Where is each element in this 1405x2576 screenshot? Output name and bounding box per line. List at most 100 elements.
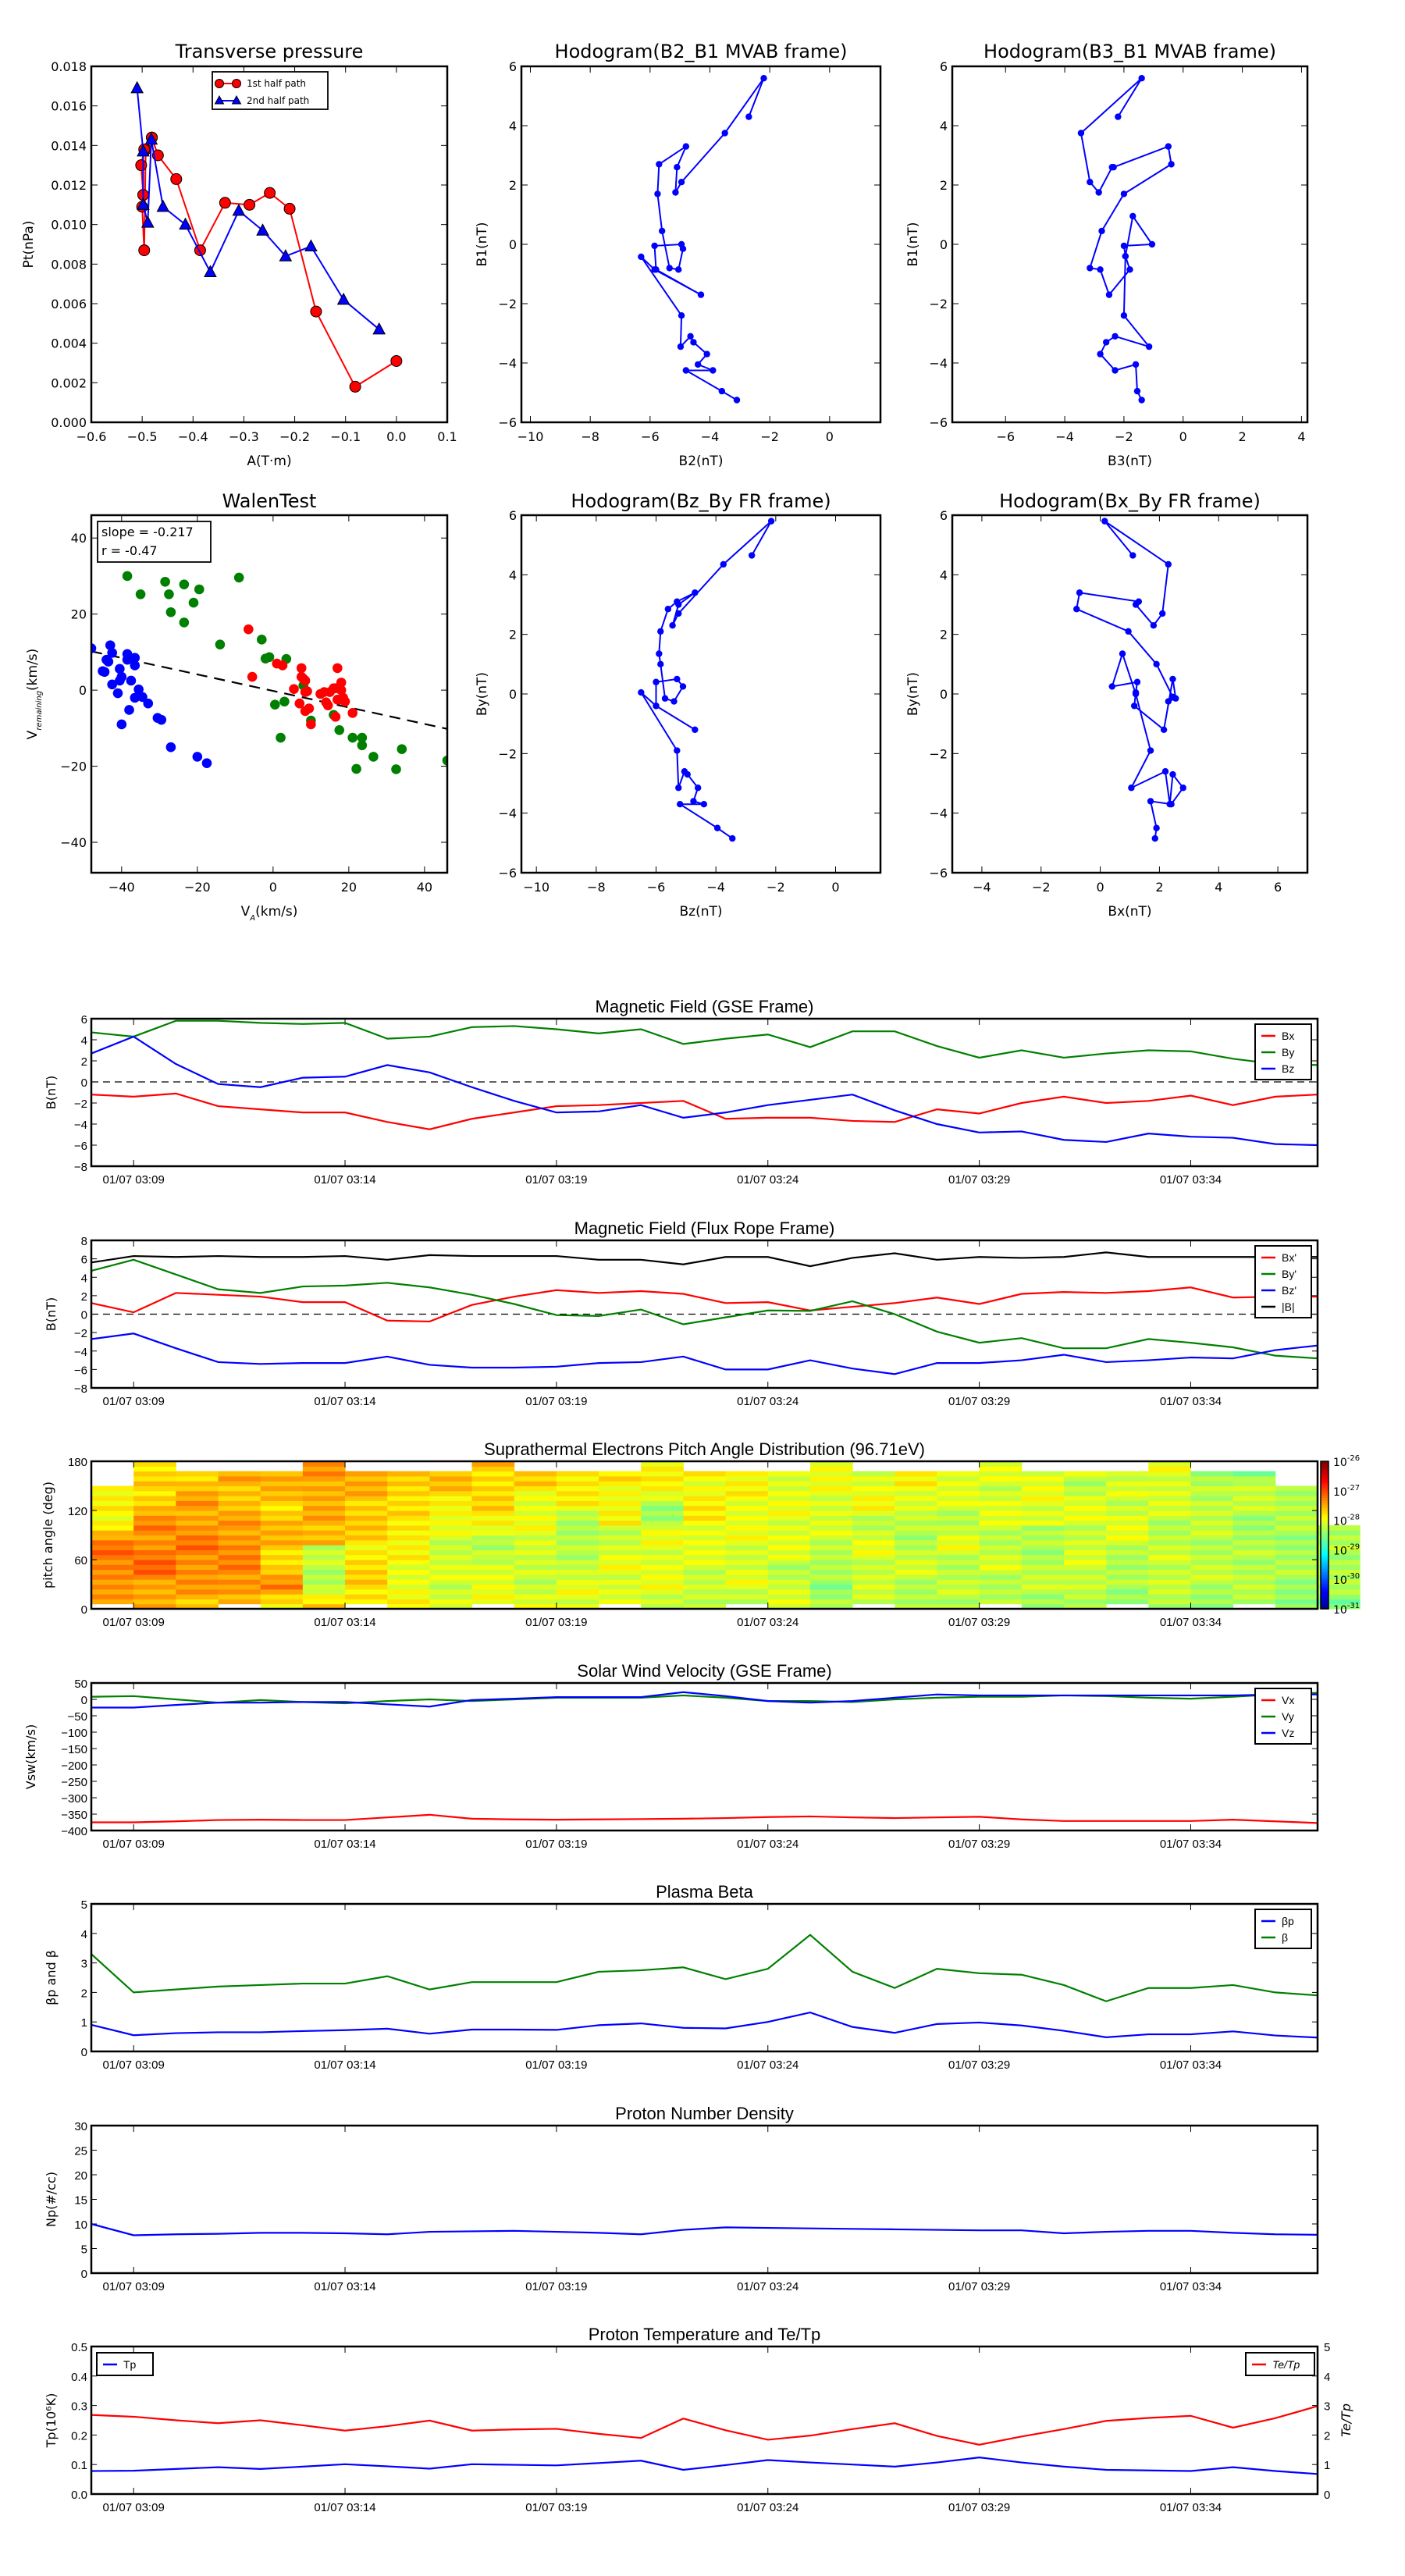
- data-point: [1101, 518, 1108, 525]
- heatmap-cell: [1275, 1530, 1318, 1535]
- scatter-point-green: [160, 576, 170, 587]
- scatter-point-blue: [143, 698, 154, 709]
- y-tick-label: 0.016: [51, 99, 87, 114]
- heatmap-cell: [767, 1471, 811, 1477]
- heatmap-cell: [302, 1594, 346, 1599]
- heatmap-cell: [767, 1505, 811, 1511]
- heatmap-cell: [725, 1539, 769, 1546]
- heatmap-cell: [937, 1475, 980, 1482]
- colorbar-segment: [1321, 1466, 1329, 1470]
- legend-marker: [215, 79, 224, 88]
- colorbar-segment: [1321, 1562, 1329, 1565]
- heatmap-cell: [471, 1589, 515, 1595]
- heatmap-cell: [302, 1510, 346, 1516]
- data-point: [1076, 589, 1083, 596]
- data-point: [690, 339, 697, 346]
- heatmap-cell: [1021, 1475, 1065, 1482]
- legend-label: By: [1282, 1046, 1294, 1059]
- heatmap-cell: [1318, 1603, 1361, 1610]
- heatmap-cell: [1106, 1481, 1149, 1486]
- y-axis-label: pitch angle (deg): [41, 1482, 55, 1589]
- heatmap-cell: [345, 1500, 388, 1507]
- data-point: [310, 305, 322, 318]
- heatmap-cell: [767, 1574, 811, 1580]
- heatmap-cell: [979, 1535, 1023, 1541]
- data-point: [675, 610, 682, 617]
- heatmap-cell: [260, 1535, 304, 1541]
- heatmap-cell: [1063, 1539, 1107, 1546]
- y-tick-label: 20: [74, 2169, 87, 2183]
- plot-frame: [90, 2345, 1319, 2496]
- heatmap-cell: [641, 1510, 684, 1516]
- heatmap-cell: [91, 1496, 134, 1501]
- heatmap-cell: [895, 1584, 937, 1590]
- data-point: [1128, 785, 1135, 792]
- heatmap-cell: [683, 1594, 727, 1599]
- heatmap-cell: [1275, 1589, 1318, 1595]
- legend-label: Bx': [1282, 1251, 1297, 1264]
- heatmap-cell: [1275, 1525, 1318, 1531]
- x-tick-label: −8: [581, 429, 599, 444]
- heatmap-cell: [599, 1530, 642, 1535]
- heatmap-cell: [176, 1564, 219, 1571]
- heatmap-cell: [345, 1481, 388, 1486]
- x-tick-label: 0.0: [386, 429, 406, 444]
- walen-test-panel: WalenTest −40 −20 0 20 40 −40 −20 0 20 40 VA(km/s) V…: [25, 490, 449, 923]
- heatmap-cell: [176, 1471, 219, 1477]
- heatmap-cell: [809, 1579, 853, 1585]
- x-tick-label: −10: [518, 429, 544, 444]
- data-point: [1102, 339, 1110, 346]
- heatmap-cell: [1106, 1500, 1149, 1507]
- heatmap-cell: [387, 1475, 430, 1482]
- heatmap-cell: [1232, 1535, 1276, 1541]
- heatmap-cell: [809, 1550, 853, 1556]
- heatmap-cell: [641, 1475, 684, 1482]
- x-tick-label: −4: [1055, 429, 1074, 444]
- plot-area: [91, 571, 447, 774]
- heatmap-cell: [599, 1535, 642, 1541]
- chart-title: Hodogram(Bx_By FR frame): [999, 490, 1261, 512]
- scatter-point-green: [188, 597, 199, 608]
- colorbar-segment: [1321, 1498, 1329, 1501]
- data-point: [1095, 189, 1102, 196]
- heatmap-cell: [471, 1496, 515, 1501]
- heatmap-cell: [895, 1560, 937, 1565]
- heatmap-cell: [387, 1550, 430, 1556]
- heatmap-cell: [218, 1525, 261, 1531]
- heatmap-cell: [599, 1525, 642, 1531]
- heatmap-cell: [725, 1475, 769, 1482]
- legend-label: Bz: [1282, 1062, 1294, 1075]
- heatmap-cell: [767, 1490, 811, 1496]
- colorbar-segment: [1321, 1589, 1329, 1592]
- heatmap-cell: [91, 1520, 134, 1526]
- data-point: [651, 242, 658, 250]
- y-tick-label: −2: [929, 746, 948, 761]
- heatmap-cell: [1063, 1471, 1107, 1477]
- heatmap-cell: [1106, 1510, 1149, 1516]
- scatter-point-blue: [112, 688, 123, 699]
- y-tick-label: 0: [509, 687, 517, 702]
- scatter-point-red: [289, 684, 299, 694]
- x-tick-label: 01/07 03:24: [737, 1173, 799, 1187]
- heatmap-cell: [556, 1564, 599, 1571]
- heatmap-cell: [852, 1599, 895, 1605]
- heatmap-cell: [1318, 1594, 1361, 1599]
- scatter-point-green: [215, 639, 226, 649]
- colorbar-segment: [1321, 1490, 1329, 1494]
- heatmap-cell: [725, 1471, 769, 1477]
- x-tick-label: 2: [1238, 429, 1246, 444]
- heatmap-cell: [218, 1535, 261, 1541]
- heatmap-cell: [176, 1475, 219, 1482]
- plasma-beta-panel: Plasma Beta 01/07 03:09 01/07 03:14 01/07 0…: [44, 1882, 1319, 2072]
- heatmap-cell: [1106, 1535, 1149, 1541]
- heatmap-cell: [683, 1520, 727, 1526]
- heatmap-cell: [556, 1574, 599, 1580]
- heatmap-cell: [1063, 1599, 1107, 1605]
- heatmap-cell: [979, 1466, 1023, 1472]
- heatmap-cell: [895, 1481, 937, 1486]
- heatmap-cell: [302, 1550, 346, 1556]
- y-tick-label: 0: [81, 1694, 87, 1707]
- heatmap-cell: [514, 1603, 557, 1610]
- series-line-Bz: [91, 1035, 1318, 1147]
- colorbar-segment: [1321, 1582, 1329, 1585]
